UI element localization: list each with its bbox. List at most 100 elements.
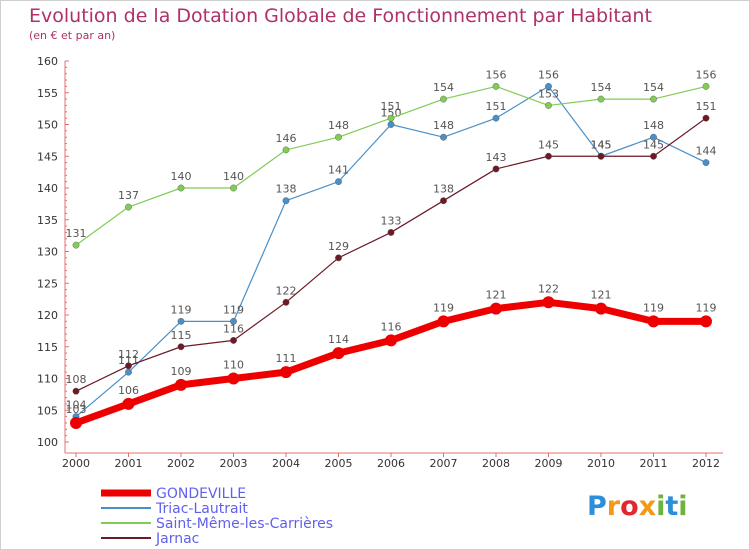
- data-label: 122: [538, 282, 559, 295]
- data-point: [492, 83, 500, 90]
- x-tick-label: 2005: [325, 457, 353, 470]
- data-label: 146: [276, 132, 297, 145]
- data-label: 119: [223, 303, 244, 316]
- y-tick-label: 140: [37, 182, 58, 195]
- data-label: 138: [276, 183, 297, 196]
- x-tick-label: 2010: [587, 457, 615, 470]
- data-label: 116: [381, 320, 402, 333]
- data-point: [647, 315, 660, 328]
- data-point: [282, 298, 290, 306]
- data-label: 110: [223, 359, 244, 372]
- data-point: [72, 387, 80, 395]
- x-tick-label: 2009: [535, 457, 563, 470]
- data-point: [387, 121, 395, 128]
- data-point: [385, 334, 397, 347]
- data-label: 129: [328, 240, 349, 253]
- x-tick-label: 2002: [167, 457, 195, 470]
- data-point: [335, 133, 342, 141]
- y-tick-label: 100: [37, 436, 58, 449]
- data-label: 154: [433, 81, 454, 94]
- data-label: 138: [433, 183, 454, 196]
- data-point: [335, 178, 342, 186]
- data-point: [227, 372, 240, 385]
- logo-letter: r: [606, 491, 621, 522]
- data-label: 116: [223, 322, 244, 335]
- legend-label: Jarnac: [155, 531, 199, 547]
- y-tick-label: 150: [37, 119, 58, 132]
- data-point: [492, 114, 500, 122]
- data-point: [492, 165, 500, 173]
- x-tick-label: 2011: [640, 457, 668, 470]
- data-point: [440, 197, 447, 205]
- proxiti-logo: Proxiti: [587, 491, 688, 522]
- data-label: 143: [486, 151, 507, 164]
- data-point: [440, 95, 447, 103]
- data-label: 145: [591, 138, 612, 151]
- data-label: 122: [276, 284, 297, 297]
- y-tick-label: 160: [37, 55, 58, 68]
- legend-label: Triac-Lautrait: [155, 501, 248, 517]
- x-tick-label: 2006: [377, 457, 405, 470]
- data-point: [387, 229, 395, 236]
- data-label: 108: [66, 373, 87, 386]
- data-point: [440, 133, 447, 141]
- data-point: [177, 184, 185, 192]
- data-label: 156: [538, 68, 559, 81]
- data-point: [230, 317, 237, 325]
- legend-label: GONDEVILLE: [156, 486, 246, 502]
- data-label: 154: [643, 81, 664, 94]
- x-tick-label: 2004: [272, 457, 300, 470]
- x-tick-label: 2007: [430, 457, 458, 470]
- data-label: 137: [118, 189, 139, 202]
- data-label: 112: [118, 348, 139, 361]
- data-point: [177, 343, 185, 351]
- x-tick-label: 2003: [220, 457, 248, 470]
- data-label: 151: [696, 100, 717, 113]
- data-label: 148: [643, 119, 664, 132]
- data-label: 154: [591, 81, 612, 94]
- data-label: 103: [66, 403, 87, 416]
- x-tick-label: 2001: [115, 457, 143, 470]
- data-label: 148: [328, 119, 349, 132]
- data-point: [490, 302, 502, 315]
- data-point: [702, 83, 710, 90]
- y-tick-label: 115: [37, 341, 58, 354]
- data-label: 104: [66, 399, 87, 412]
- y-tick-label: 130: [37, 246, 58, 259]
- data-point: [282, 197, 290, 205]
- data-point: [280, 366, 292, 379]
- data-label: 119: [433, 301, 454, 314]
- chart-title: Evolution de la Dotation Globale de Fonc…: [29, 5, 652, 27]
- data-point: [230, 184, 237, 192]
- y-tick-label: 145: [37, 150, 58, 163]
- chart-subtitle: (en € et par an): [29, 29, 116, 42]
- logo-letter: o: [620, 491, 639, 522]
- data-label: 140: [171, 170, 192, 183]
- data-label: 133: [381, 214, 402, 227]
- data-point: [595, 302, 607, 315]
- data-point: [72, 241, 80, 249]
- data-label: 114: [328, 333, 349, 346]
- data-point: [702, 114, 710, 122]
- y-tick-label: 120: [37, 309, 58, 322]
- data-label: 145: [591, 138, 612, 151]
- data-point: [437, 315, 450, 328]
- data-label: 121: [591, 289, 612, 302]
- data-point: [597, 152, 605, 160]
- logo-letter: x: [638, 491, 657, 522]
- data-label: 119: [696, 301, 717, 314]
- data-point: [545, 83, 552, 90]
- y-tick-label: 110: [37, 373, 58, 386]
- data-point: [387, 114, 395, 122]
- y-tick-label: 135: [37, 214, 58, 227]
- data-label: 119: [171, 303, 192, 316]
- data-label: 151: [486, 100, 507, 113]
- data-point: [545, 102, 552, 109]
- data-point: [230, 336, 237, 344]
- y-tick-label: 155: [37, 87, 58, 100]
- data-label: 141: [328, 164, 349, 177]
- data-label: 145: [538, 138, 559, 151]
- data-label: 115: [171, 329, 192, 342]
- data-point: [177, 317, 185, 325]
